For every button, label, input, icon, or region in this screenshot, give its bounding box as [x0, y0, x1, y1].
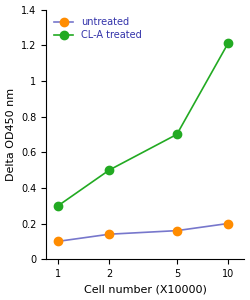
Line: untreated: untreated [54, 219, 232, 245]
Line: CL-A treated: CL-A treated [54, 39, 232, 210]
CL-A treated [226, 42, 230, 45]
untreated [108, 232, 111, 236]
untreated [176, 229, 178, 232]
CL-A treated [108, 168, 111, 172]
X-axis label: Cell number (X10000): Cell number (X10000) [84, 284, 207, 294]
Legend: untreated, CL-A treated: untreated, CL-A treated [51, 14, 145, 43]
CL-A treated [176, 133, 178, 136]
Y-axis label: Delta OD450 nm: Delta OD450 nm [6, 88, 16, 181]
untreated [57, 239, 60, 243]
untreated [226, 222, 230, 225]
CL-A treated [57, 204, 60, 208]
